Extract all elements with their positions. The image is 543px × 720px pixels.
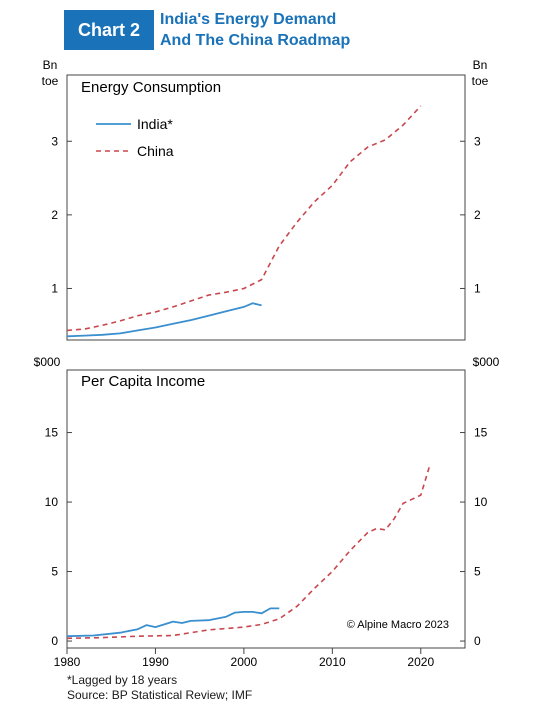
copyright-annotation: © Alpine Macro 2023 bbox=[347, 619, 449, 631]
xtick-label: 1980 bbox=[54, 655, 81, 669]
panel-1-series-india-line bbox=[66, 302, 262, 338]
chart-title-line-1: India's Energy Demand bbox=[160, 11, 337, 28]
panel-2-ytick-label-left: 0 bbox=[51, 634, 58, 648]
panel-2-ytick-label-right: 10 bbox=[474, 495, 488, 509]
panel-1-ytick-label-left: 1 bbox=[51, 281, 58, 295]
panel-2-frame bbox=[66, 369, 466, 649]
panel-2-ytick-label-right: 15 bbox=[474, 426, 488, 440]
bottom-unit-right: $000 bbox=[473, 355, 500, 369]
legend-india-label: India* bbox=[137, 116, 173, 132]
lag-footnote: *Lagged by 18 years bbox=[67, 673, 178, 687]
top-unit-right-2: toe bbox=[472, 74, 489, 88]
panel-1-ytick-label-right: 2 bbox=[474, 208, 481, 222]
panel-1-ytick-label-right: 3 bbox=[474, 134, 481, 148]
top-unit-left-1: Bn bbox=[43, 58, 58, 72]
chart-number-badge: Chart 2 bbox=[64, 10, 154, 50]
bottom-unit-left: $000 bbox=[34, 355, 61, 369]
chart-title-line-2: And The China Roadmap bbox=[160, 32, 351, 49]
xtick-label: 2020 bbox=[407, 655, 434, 669]
panel-1-series-china-line bbox=[66, 105, 422, 332]
panel-2-ytick-label-right: 5 bbox=[474, 565, 481, 579]
panel-2-series-india-line bbox=[66, 607, 280, 638]
top-panel-title: Energy Consumption bbox=[81, 79, 221, 96]
source-footnote: Source: BP Statistical Review; IMF bbox=[67, 688, 253, 702]
legend-china-label: China bbox=[137, 143, 174, 159]
top-unit-right-1: Bn bbox=[473, 58, 488, 72]
panel-1-frame bbox=[66, 74, 466, 341]
panel-2-ytick-label-left: 5 bbox=[51, 565, 58, 579]
xtick-label: 1990 bbox=[142, 655, 169, 669]
panel-2-ytick-label-left: 10 bbox=[45, 495, 59, 509]
bottom-panel-title: Per Capita Income bbox=[81, 373, 205, 390]
panel-1-ytick-label-left: 3 bbox=[51, 134, 58, 148]
panel-2-series-china-line bbox=[66, 465, 431, 640]
panel-1-ytick-label-right: 1 bbox=[474, 281, 481, 295]
panel-2-ytick-label-left: 15 bbox=[45, 426, 59, 440]
panel-2-ytick-label-right: 0 bbox=[474, 634, 481, 648]
xtick-label: 2010 bbox=[319, 655, 346, 669]
top-unit-left-2: toe bbox=[42, 74, 59, 88]
xtick-label: 2000 bbox=[231, 655, 258, 669]
panel-1-ytick-label-left: 2 bbox=[51, 208, 58, 222]
